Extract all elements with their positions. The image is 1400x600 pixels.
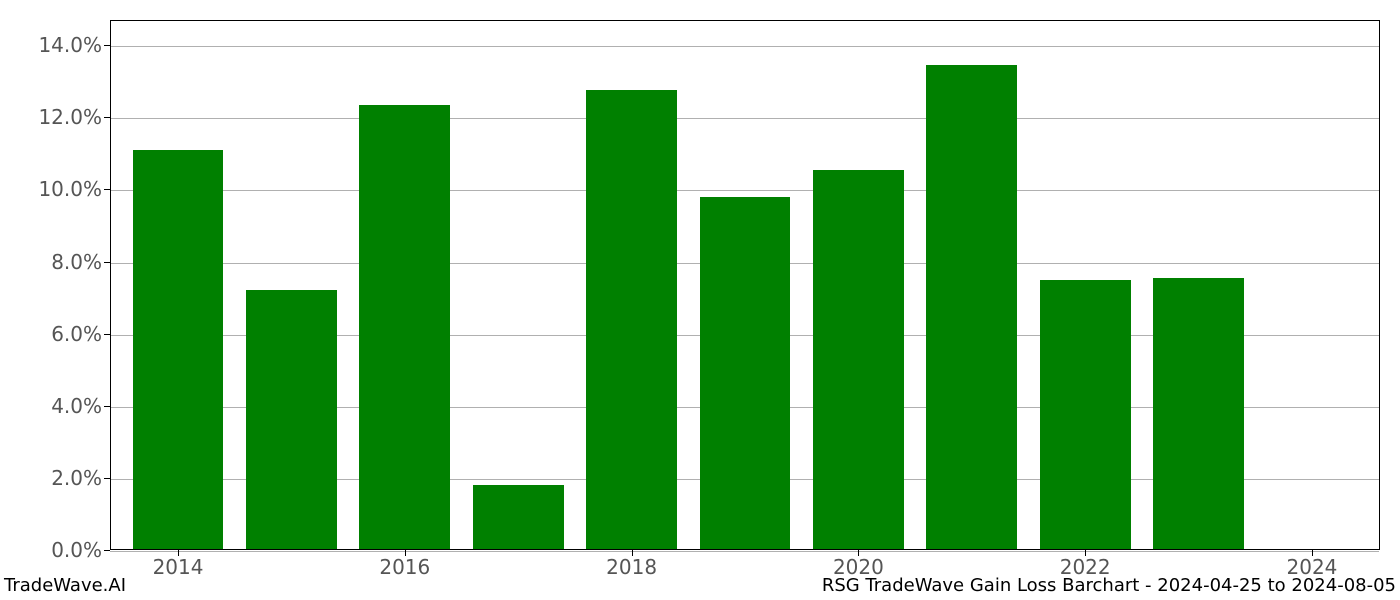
bar: [700, 197, 791, 550]
y-tick-label: 12.0%: [38, 105, 102, 129]
y-tick-label: 10.0%: [38, 177, 102, 201]
y-tick-label: 0.0%: [51, 538, 102, 562]
grid-line: [110, 551, 1379, 552]
y-tick-label: 14.0%: [38, 33, 102, 57]
x-tick-label: 2018: [606, 555, 657, 579]
footer-caption: RSG TradeWave Gain Loss Barchart - 2024-…: [822, 575, 1396, 596]
y-tick-mark: [104, 45, 110, 46]
y-tick-mark: [104, 406, 110, 407]
y-tick-mark: [104, 550, 110, 551]
bar: [359, 105, 450, 550]
y-tick-label: 8.0%: [51, 250, 102, 274]
y-tick-mark: [104, 478, 110, 479]
y-tick-mark: [104, 189, 110, 190]
chart-container: 201420162018202020222024: [110, 20, 1380, 550]
bar: [813, 170, 904, 550]
x-tick-label: 2014: [153, 555, 204, 579]
y-tick-label: 4.0%: [51, 394, 102, 418]
plot-area: [110, 20, 1380, 550]
footer-brand: TradeWave.AI: [4, 575, 126, 596]
grid-line: [110, 118, 1379, 119]
bar: [586, 90, 677, 550]
bar: [473, 485, 564, 550]
y-tick-mark: [104, 117, 110, 118]
x-axis-line: [110, 549, 1379, 550]
bar: [1040, 280, 1131, 550]
y-tick-mark: [104, 334, 110, 335]
bar: [133, 150, 224, 550]
y-tick-label: 6.0%: [51, 322, 102, 346]
y-tick-label: 2.0%: [51, 466, 102, 490]
x-tick-label: 2016: [379, 555, 430, 579]
y-tick-mark: [104, 262, 110, 263]
grid-line: [110, 46, 1379, 47]
grid-line: [110, 190, 1379, 191]
y-axis-line: [110, 21, 111, 550]
bar: [246, 290, 337, 550]
bar: [926, 65, 1017, 550]
bar: [1153, 278, 1244, 550]
